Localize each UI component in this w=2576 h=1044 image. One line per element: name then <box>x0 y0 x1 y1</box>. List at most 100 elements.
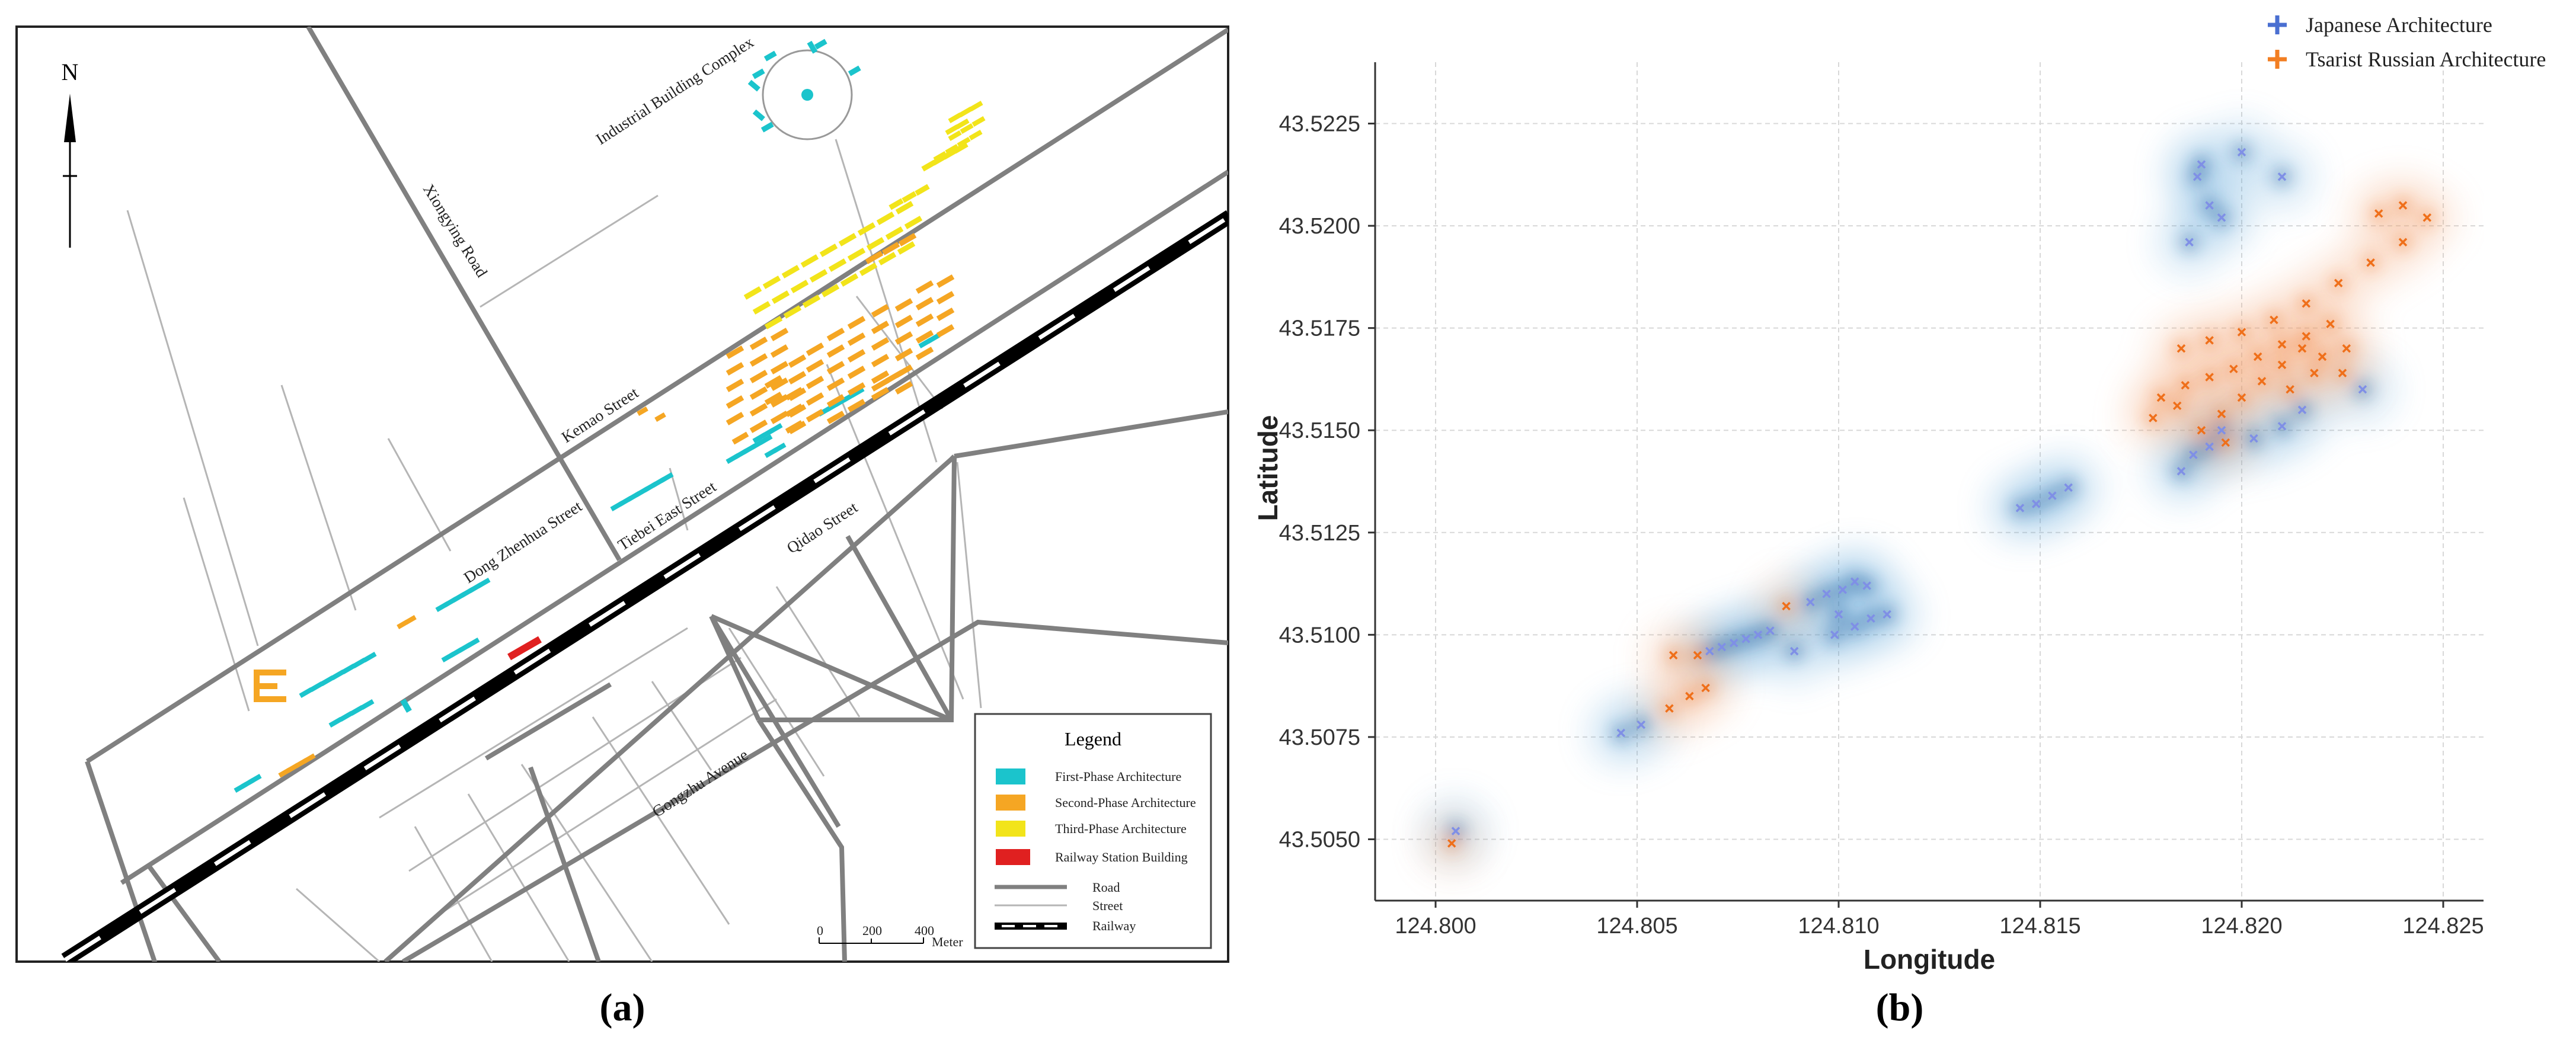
third-phase-buildings <box>743 101 986 329</box>
building <box>749 386 768 400</box>
japanese-point <box>2193 172 2202 181</box>
building <box>654 412 666 422</box>
tsarist-point <box>2221 438 2230 447</box>
building <box>341 664 356 674</box>
legend-second-swatch <box>996 795 1025 811</box>
tsarist-point <box>1669 651 1678 660</box>
scale-bar: 0 200 400 Meter <box>817 923 963 949</box>
building <box>894 348 913 361</box>
legend-street-label: Street <box>1092 898 1123 913</box>
building <box>826 328 845 341</box>
building <box>826 344 845 358</box>
scatter-panel: 124.800 124.805 124.810 124.815 124.820 124.8… <box>1252 13 2546 1029</box>
building <box>726 379 744 392</box>
tsarist-point <box>2257 377 2267 386</box>
x-tick-label: 124.820 <box>2201 914 2282 939</box>
japanese-point <box>1838 585 1848 594</box>
building <box>743 286 762 300</box>
tsarist-point <box>2338 369 2347 377</box>
building <box>885 370 904 383</box>
tsarist-point <box>2334 278 2343 287</box>
japanese-point <box>1862 581 1871 590</box>
legend-railway-label: Railway <box>1092 918 1136 933</box>
building <box>915 313 934 327</box>
tsarist-point <box>1782 601 1791 611</box>
building <box>785 420 804 434</box>
tsarist-point <box>2177 344 2186 353</box>
building <box>726 412 744 425</box>
scale-mid: 200 <box>862 923 882 938</box>
japanese-point <box>1451 827 1460 835</box>
legend-tsarist-label: Tsarist Russian Architecture <box>2306 47 2546 71</box>
building <box>309 681 324 692</box>
north-label: N <box>62 59 79 85</box>
building <box>904 216 923 229</box>
scale-unit: Meter <box>932 934 963 949</box>
japanese-point <box>1883 610 1891 619</box>
building <box>945 144 959 155</box>
japanese-point <box>2189 450 2198 459</box>
building <box>770 328 789 341</box>
tsarist-point <box>2398 201 2408 210</box>
legend-third-swatch <box>996 821 1025 837</box>
japanese-point <box>2358 385 2367 394</box>
building <box>769 423 783 434</box>
building <box>895 201 914 214</box>
japanese-point <box>1830 630 1839 639</box>
building <box>871 387 890 401</box>
building <box>936 324 955 338</box>
x-tick-label: 124.825 <box>2402 914 2484 939</box>
building <box>726 345 744 359</box>
building <box>894 298 913 312</box>
y-ticks: 43.5050 43.5075 43.5100 43.5125 43.5150 43.51… <box>1279 112 1375 852</box>
legend-third-label: Third-Phase Architecture <box>1055 821 1187 836</box>
building <box>933 151 947 162</box>
building <box>788 354 807 368</box>
building <box>339 711 353 722</box>
building <box>770 344 789 358</box>
tsarist-point <box>2422 213 2432 222</box>
building <box>770 394 789 408</box>
tsarist-point <box>2374 209 2383 218</box>
tsarist-point <box>2156 393 2166 402</box>
building <box>731 431 749 445</box>
building <box>897 241 916 255</box>
japanese-point <box>2217 425 2226 435</box>
japanese-point <box>1834 610 1843 619</box>
japanese-point <box>1705 646 1714 656</box>
legend-japanese-label: Japanese Architecture <box>2306 13 2492 37</box>
building <box>915 297 934 310</box>
y-tick-label: 43.5200 <box>1279 214 1360 239</box>
japanese-point <box>2277 422 2287 431</box>
building <box>871 321 890 334</box>
building <box>953 142 969 154</box>
tsarist-point <box>2172 401 2182 411</box>
tsarist-point <box>2286 385 2294 394</box>
japanese-point <box>2185 238 2194 246</box>
building <box>894 381 913 395</box>
japanese-point <box>1850 577 1859 586</box>
building <box>915 280 934 294</box>
building <box>806 342 824 356</box>
building <box>885 226 904 240</box>
japanese-point <box>2015 504 2025 513</box>
japanese-point <box>1850 622 1859 631</box>
japanese-point <box>2197 160 2206 169</box>
japanese-point <box>1717 642 1727 652</box>
second-phase-E-building <box>254 670 286 702</box>
building <box>936 308 955 321</box>
tsarist-point <box>1693 651 1702 660</box>
building <box>871 378 890 392</box>
building <box>915 347 934 360</box>
building <box>881 242 900 255</box>
building <box>759 434 773 445</box>
chart-legend: Japanese Architecture Tsarist Russian Ar… <box>2268 13 2546 71</box>
tsarist-point <box>2205 373 2214 382</box>
building <box>770 377 789 391</box>
legend-first-label: First-Phase Architecture <box>1055 769 1181 784</box>
building <box>876 212 895 225</box>
industrial-complex <box>747 39 861 140</box>
building <box>857 222 876 236</box>
building <box>749 337 768 350</box>
